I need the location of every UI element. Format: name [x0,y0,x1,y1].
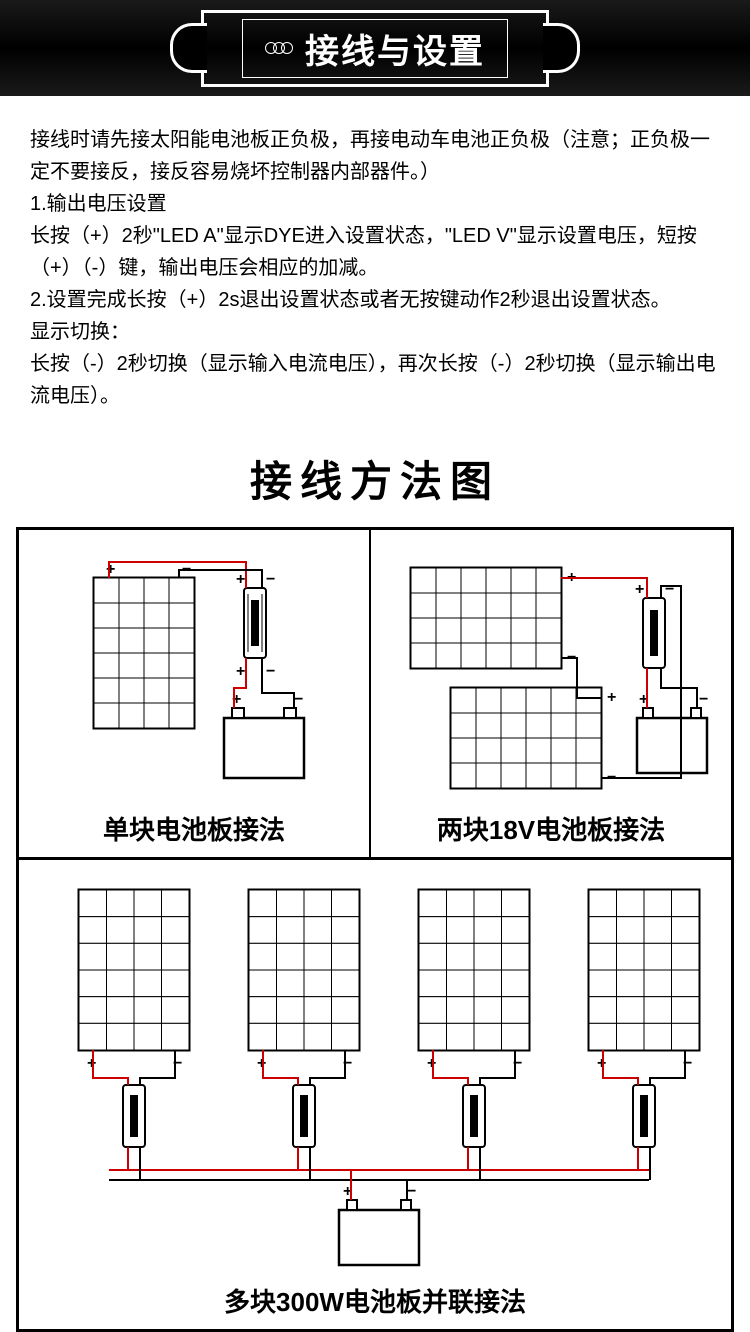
svg-text:+: + [87,1055,96,1072]
diagram-cell-single: +− +− +− +− [18,529,370,858]
svg-text:+: + [427,1055,436,1072]
banner-frame: 接线与设置 [201,10,549,87]
svg-text:−: − [407,1183,416,1200]
cell-caption: 单块电池板接法 [29,810,359,847]
svg-text:−: − [699,691,708,708]
instr-line: 1.输出电压设置 [30,188,720,220]
banner-inner: 接线与设置 [242,19,508,78]
instr-line: 接线时请先接太阳能电池板正负极，再接电动车电池正负极（注意；正负极一定不要接反，… [30,124,720,188]
double-panel-svg: +− +− +− +− [381,548,721,798]
diagram-cell-double: +− +− +− +− [370,529,732,858]
banner-title: 接线与设置 [305,24,485,73]
svg-text:+: + [635,581,644,598]
single-panel-svg: +− +− +− +− [34,548,354,798]
instr-line: 2.设置完成长按（+）2s退出设置状态或者无按键动作2秒退出设置状态。 [30,284,720,316]
instr-line: 长按（+）2秒"LED A"显示DYE进入设置状态，"LED V"显示设置电压，… [30,220,720,284]
instr-line: 长按（-）2秒切换（显示输入电流电压），再次长按（-）2秒切换（显示输出电流电压… [30,348,720,412]
wiring-title: 接线方法图 [0,422,750,527]
svg-text:+: + [236,571,245,588]
rings-icon [265,42,293,54]
svg-text:−: − [665,581,674,598]
instr-line: 显示切换： [30,316,720,348]
svg-text:−: − [294,691,303,708]
svg-text:+: + [597,1055,606,1072]
diagram-container: + − + − + − + − [16,527,734,1332]
parallel-panel-svg: +− +−+−+−+− [29,880,729,1270]
diagram-row-top: + − + − + − + − [18,529,732,858]
header-banner: 接线与设置 [0,0,750,96]
svg-text:+: + [236,663,245,680]
svg-text:−: − [266,663,275,680]
cell-caption: 两块18V电池板接法 [381,810,721,847]
svg-text:−: − [266,571,275,588]
cell-caption: 多块300W电池板并联接法 [29,1282,721,1319]
svg-text:+: + [257,1055,266,1072]
svg-text:+: + [607,689,616,706]
diagram-cell-parallel: +− +−+−+−+− 多块300W电池板并联接法 [18,858,732,1330]
svg-text:+: + [106,561,115,578]
instructions-block: 接线时请先接太阳能电池板正负极，再接电动车电池正负极（注意；正负极一定不要接反，… [0,96,750,422]
